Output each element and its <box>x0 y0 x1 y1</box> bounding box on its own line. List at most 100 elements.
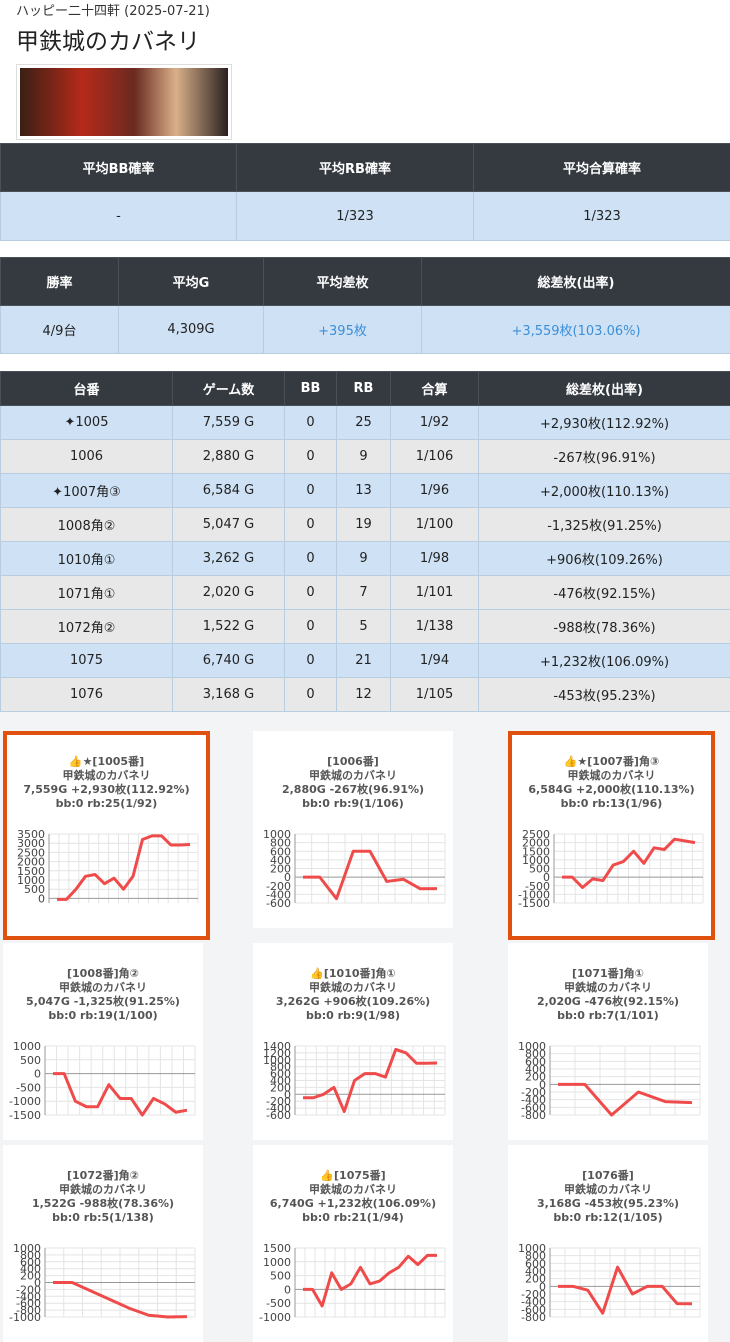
y-tick-label: 1400 <box>263 1040 291 1053</box>
row: 1072角② 1,522 G 0 5 1/138 -988枚(78.36%) <box>0 609 730 644</box>
y-tick-label: 1000 <box>13 1242 41 1255</box>
heading-line: [1076番] <box>582 1169 634 1182</box>
y-tick-label: 500 <box>529 863 550 876</box>
y-tick-label: 200 <box>20 1270 41 1283</box>
row: 1006 2,880 G 0 9 1/106 -267枚(96.91%) <box>0 439 730 474</box>
header-cell: 勝率 <box>0 257 119 306</box>
chart-card: [1006番] 甲鉄城のカバネリ 2,880G -267枚(96.91%) bb:0 … <box>253 731 453 928</box>
heading-line: bb:0 rb:13(1/96) <box>560 797 663 810</box>
data-line <box>558 1082 693 1117</box>
heading-line: 👍★[1007番]角③ <box>563 755 660 768</box>
chart-card: [1071番]角① 甲鉄城のカバネリ 2,020G -476枚(92.15%) bb:… <box>508 943 708 1140</box>
header-row: 台番 ゲーム数 BB RB 合算 総差枚(出率) <box>0 371 730 406</box>
cell: 1/101 <box>390 575 479 610</box>
y-tick-label: 600 <box>20 1256 41 1269</box>
y-tick-label: -600 <box>266 897 291 910</box>
y-tick-label: -200 <box>266 1095 291 1108</box>
cell: 0 <box>284 473 337 508</box>
chart-card: [1076番] 甲鉄城のカバネリ 3,168G -453枚(95.23%) bb:0 … <box>508 1145 708 1342</box>
y-tick-label: 1500 <box>522 845 550 858</box>
y-tick-label: 3000 <box>17 837 45 850</box>
y-tick-label: -200 <box>521 1288 546 1301</box>
row: 1008角② 5,047 G 0 19 1/100 -1,325枚(91.25%) <box>0 507 730 542</box>
y-tick-label: 200 <box>525 1071 546 1084</box>
cell: +1,232枚(106.09%) <box>478 643 730 678</box>
y-tick-label: 500 <box>24 883 45 896</box>
y-tick-label: -200 <box>521 1086 546 1099</box>
header-cell: 台番 <box>0 371 173 406</box>
data-line <box>562 837 696 889</box>
cell: 25 <box>336 405 391 440</box>
heading-line: [1006番] <box>327 755 379 768</box>
heading-line: 2,020G -476枚(92.15%) <box>536 995 680 1008</box>
cell: 6,740 G <box>172 643 285 678</box>
y-tick-label: 3500 <box>17 828 45 841</box>
y-tick-label: 600 <box>525 1257 546 1270</box>
y-tick-label: 200 <box>270 1081 291 1094</box>
heading-line: 甲鉄城のカバネリ <box>62 769 151 782</box>
row: ✦1007角③ 6,584 G 0 13 1/96 +2,000枚(110.13%) <box>0 473 730 508</box>
header-cell: 総差枚(出率) <box>421 257 730 306</box>
chart-area: 👍★[1005番] 甲鉄城のカバネリ 7,559G +2,930枚(112.92%)… <box>0 712 730 1342</box>
heading-line: 甲鉄城のカバネリ <box>309 1183 397 1196</box>
y-tick-label: -200 <box>16 1283 41 1296</box>
row: 1071角① 2,020 G 0 7 1/101 -476枚(92.15%) <box>0 575 730 610</box>
heading-line: 6,584G +2,000枚(110.13%) <box>528 783 695 796</box>
y-tick-label: -400 <box>266 1102 291 1115</box>
header-cell: 平均BB確率 <box>0 143 237 192</box>
cell: +2,930枚(112.92%) <box>478 405 730 440</box>
y-tick-label: -400 <box>521 1296 546 1309</box>
data-line <box>303 849 438 901</box>
y-tick-label: 800 <box>525 1048 546 1061</box>
heading-line: bb:0 rb:19(1/100) <box>48 1009 158 1022</box>
data-line <box>53 1072 188 1117</box>
y-tick-label: -600 <box>266 1109 291 1122</box>
y-tick-label: 600 <box>270 1068 291 1081</box>
heading-line: 6,740G +1,232枚(106.09%) <box>269 1197 437 1210</box>
y-tick-label: -1000 <box>9 1311 41 1324</box>
cell: -1,325枚(91.25%) <box>478 507 730 542</box>
cell: 3,168 G <box>172 677 285 712</box>
y-tick-label: 400 <box>20 1263 41 1276</box>
y-tick-label: -800 <box>521 1109 546 1122</box>
data-line <box>558 1265 693 1315</box>
y-tick-label: 0 <box>34 1068 41 1081</box>
y-tick-label: 2000 <box>522 837 550 850</box>
y-tick-label: 0 <box>38 892 45 905</box>
cell: 0 <box>284 405 337 440</box>
cell: -476枚(92.15%) <box>478 575 730 610</box>
y-tick-label: 2000 <box>17 856 45 869</box>
y-tick-label: 400 <box>270 854 291 867</box>
y-tick-label: 1000 <box>263 1054 291 1067</box>
heading-line: [1072番]角② <box>67 1169 139 1182</box>
cell: 4,309G <box>118 305 264 354</box>
y-tick-label: 1000 <box>518 1040 546 1053</box>
cell: 1010角① <box>0 541 173 576</box>
cell: 1/138 <box>390 609 479 644</box>
row: ✦1005 7,559 G 0 25 1/92 +2,930枚(112.92%) <box>0 405 730 440</box>
cell: 9 <box>336 541 391 576</box>
y-tick-label: 400 <box>270 1075 291 1088</box>
header-cell: ゲーム数 <box>172 371 285 406</box>
data-line <box>57 834 191 901</box>
heading-line: [1071番]角① <box>572 967 644 980</box>
cell: -267枚(96.91%) <box>478 439 730 474</box>
heading-line: [1008番]角② <box>67 967 139 980</box>
y-tick-label: -600 <box>521 1303 546 1316</box>
cell: 6,584 G <box>172 473 285 508</box>
y-tick-label: -1000 <box>259 1311 291 1324</box>
cell: 4/9台 <box>0 305 119 354</box>
chart-card: [1008番]角② 甲鉄城のカバネリ 5,047G -1,325枚(91.25%) b… <box>3 943 203 1140</box>
cell: 1076 <box>0 677 173 712</box>
y-tick-label: -1000 <box>518 888 550 901</box>
heading-line: bb:0 rb:9(1/106) <box>302 797 404 810</box>
cell: 1006 <box>0 439 173 474</box>
cell: 1/323 <box>473 191 730 241</box>
y-tick-label: 1200 <box>263 1047 291 1060</box>
data-line <box>53 1281 188 1319</box>
heading-line: bb:0 rb:7(1/101) <box>557 1009 659 1022</box>
cell: - <box>0 191 237 241</box>
cell: 0 <box>284 677 337 712</box>
